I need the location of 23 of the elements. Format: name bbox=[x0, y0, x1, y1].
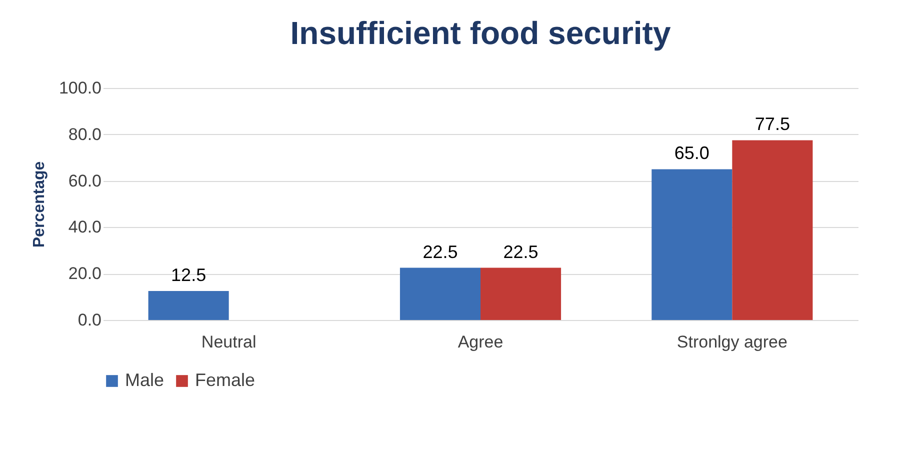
x-tick-label: Stronlgy agree bbox=[676, 332, 788, 352]
bar bbox=[148, 291, 229, 320]
y-tick-label: 80.0 bbox=[68, 124, 102, 144]
data-label: 65.0 bbox=[674, 143, 710, 164]
bar bbox=[480, 268, 562, 320]
y-tick-label: 40.0 bbox=[68, 218, 102, 237]
data-label: 22.5 bbox=[503, 242, 538, 262]
x-tick-label: Neutral bbox=[201, 332, 256, 352]
data-label: 12.5 bbox=[171, 265, 206, 285]
legend-label: Male bbox=[125, 370, 164, 390]
y-axis-title: Percentage bbox=[30, 161, 48, 248]
data-label: 77.5 bbox=[754, 114, 790, 134]
y-tick-label: 100.0 bbox=[58, 78, 102, 98]
y-tick-label: 60.0 bbox=[68, 171, 102, 190]
data-label: 22.5 bbox=[422, 242, 458, 262]
legend-label: Female bbox=[195, 370, 256, 390]
bar bbox=[652, 169, 732, 320]
chart-title: Insufficient food security bbox=[290, 15, 671, 51]
x-tick-label: Agree bbox=[458, 332, 504, 352]
y-tick-label: 20.0 bbox=[68, 264, 102, 284]
y-tick-label: 0.0 bbox=[78, 310, 102, 330]
bar bbox=[732, 140, 813, 320]
bar bbox=[400, 268, 480, 320]
